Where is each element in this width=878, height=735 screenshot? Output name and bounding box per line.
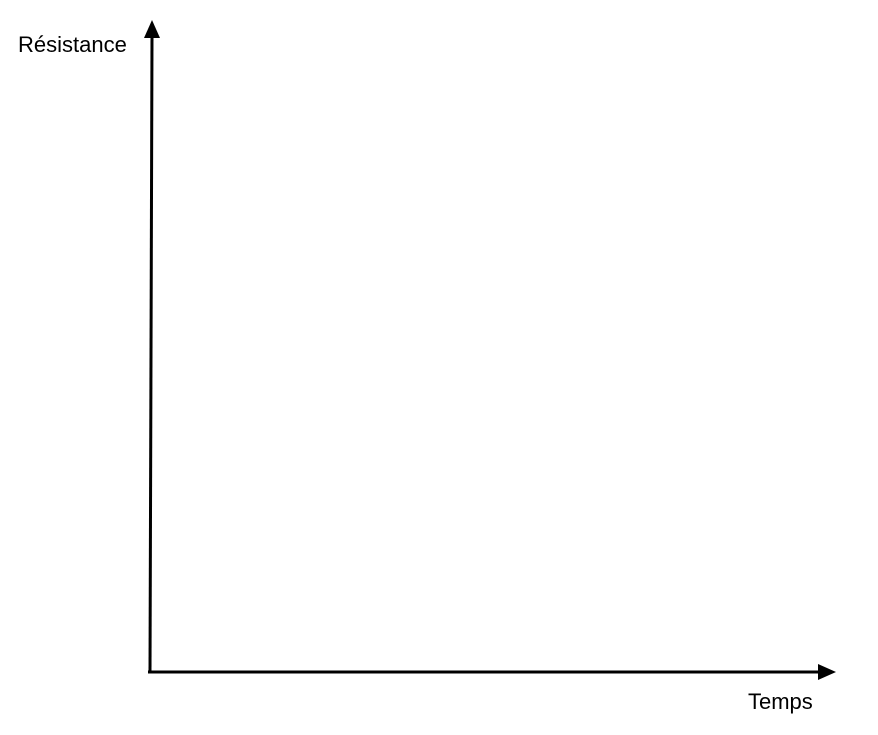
x-axis-label: Temps	[748, 689, 813, 714]
x-axis-arrow	[818, 664, 836, 680]
y-axis-line	[148, 35, 154, 674]
y-axis-arrow	[144, 20, 160, 38]
y-axis-label: Résistance	[18, 32, 127, 57]
